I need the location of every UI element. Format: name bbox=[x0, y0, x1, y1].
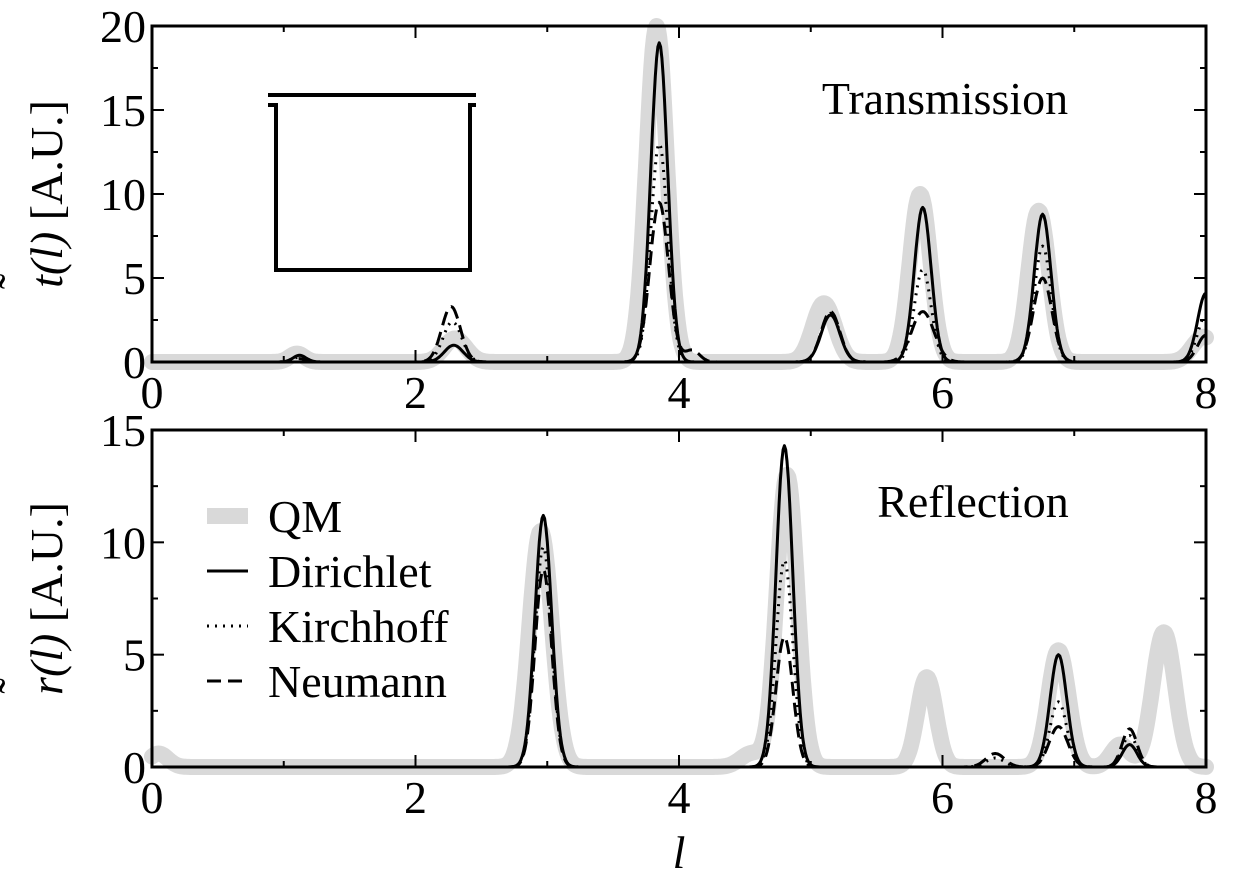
legend-label-kirchhoff: Kirchhoff bbox=[268, 601, 449, 652]
x-tick-label: 0 bbox=[141, 367, 164, 418]
x-tick-label: 2 bbox=[404, 367, 427, 418]
y-axis-title-argument: (l) bbox=[21, 634, 72, 677]
inset-square bbox=[268, 103, 476, 272]
square-graph-inset bbox=[268, 93, 476, 272]
y-axis-title-unit: [A.U.] bbox=[21, 502, 72, 634]
x-tick-label: 4 bbox=[668, 772, 691, 823]
y-axis-title-symbol: r bbox=[21, 676, 72, 695]
y-axis-title: t(l) [A.U.] bbox=[21, 100, 72, 288]
y-axis-title-unit: [A.U.] bbox=[21, 100, 72, 232]
y-tick-label: 15 bbox=[100, 85, 146, 136]
panel-label-reflection: Reflection bbox=[877, 476, 1069, 527]
panel-label-transmission: Transmission bbox=[822, 73, 1068, 124]
y-axis-title-tilde: ˜ bbox=[0, 274, 40, 289]
y-tick-label: 10 bbox=[100, 169, 146, 220]
y-axis-title: r(l) [A.U.] bbox=[21, 502, 72, 695]
x-tick-label: 2 bbox=[404, 772, 427, 823]
y-axis-title-argument: (l) bbox=[21, 232, 72, 275]
legend-label-dirichlet: Dirichlet bbox=[268, 546, 432, 597]
legend-label-qm: QM bbox=[268, 491, 342, 542]
y-tick-label: 20 bbox=[100, 1, 146, 52]
x-tick-label: 8 bbox=[1195, 772, 1218, 823]
x-tick-label: 6 bbox=[931, 367, 954, 418]
x-axis-title: l bbox=[673, 827, 686, 878]
y-tick-label: 0 bbox=[123, 742, 146, 793]
y-tick-label: 15 bbox=[100, 405, 146, 456]
y-tick-label: 0 bbox=[123, 337, 146, 388]
x-tick-label: 4 bbox=[668, 367, 691, 418]
y-tick-label: 5 bbox=[123, 630, 146, 681]
y-tick-label: 5 bbox=[123, 253, 146, 304]
x-tick-label: 0 bbox=[141, 772, 164, 823]
y-tick-label: 10 bbox=[100, 517, 146, 568]
legend-label-neumann: Neumann bbox=[268, 656, 447, 707]
y-axis-title-symbol: t bbox=[21, 274, 72, 288]
x-tick-label: 6 bbox=[931, 772, 954, 823]
x-tick-label: 8 bbox=[1195, 367, 1218, 418]
y-axis-title-tilde: ˜ bbox=[0, 678, 40, 693]
